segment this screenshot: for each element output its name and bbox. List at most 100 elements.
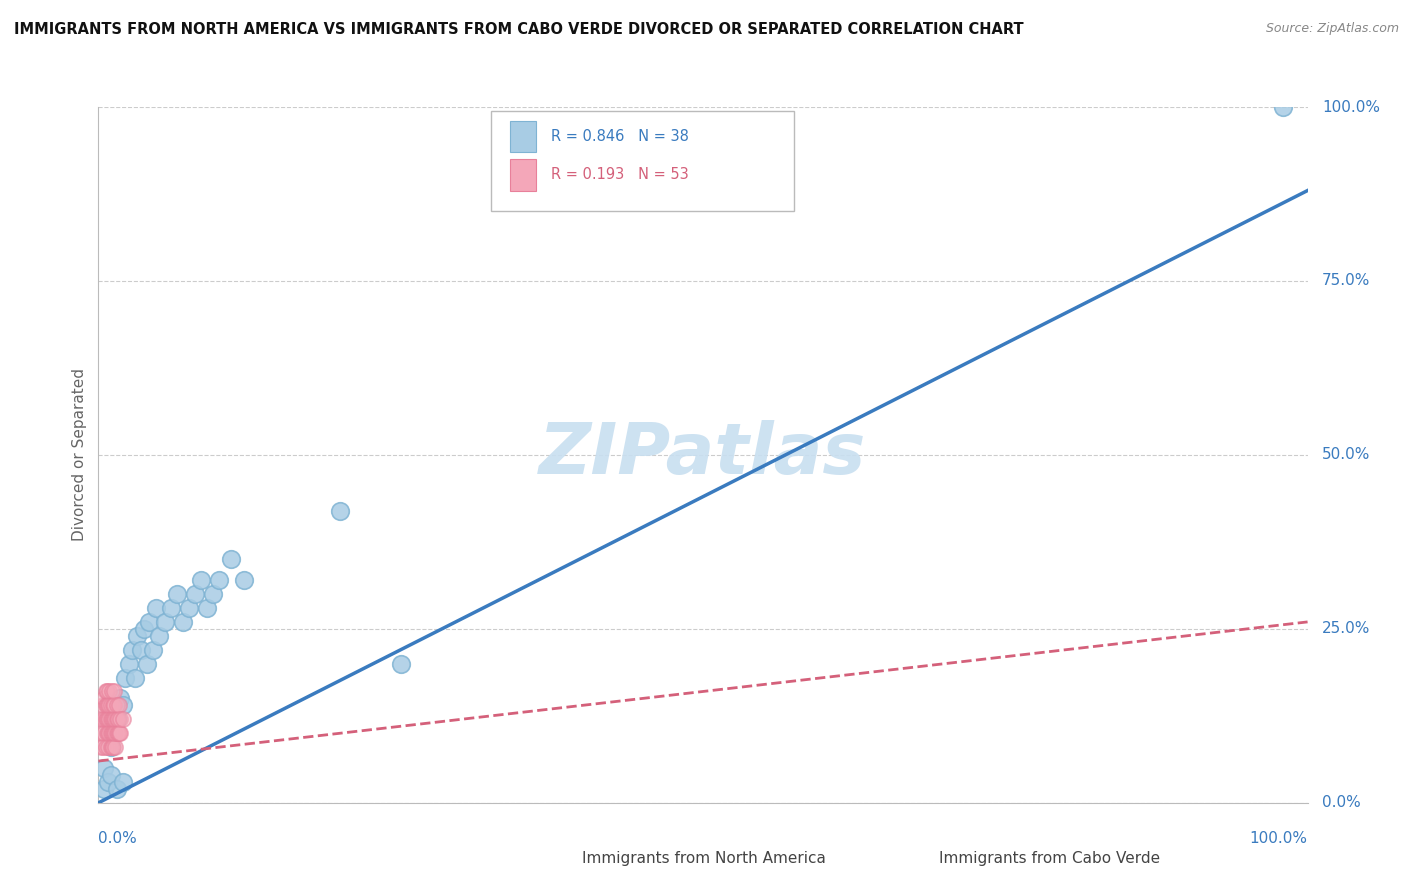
Point bbox=[103, 698, 125, 713]
Point bbox=[93, 761, 115, 775]
Point bbox=[111, 775, 134, 789]
Point bbox=[114, 671, 136, 685]
Text: ZIPatlas: ZIPatlas bbox=[540, 420, 866, 490]
Point bbox=[129, 642, 152, 657]
Point bbox=[329, 503, 352, 517]
Point bbox=[100, 726, 122, 740]
Point bbox=[97, 775, 120, 789]
Point bbox=[94, 740, 117, 755]
Point bbox=[103, 684, 125, 698]
Point bbox=[96, 698, 118, 713]
Point bbox=[138, 615, 160, 629]
Text: Source: ZipAtlas.com: Source: ZipAtlas.com bbox=[1265, 22, 1399, 36]
Point bbox=[100, 740, 122, 755]
Point bbox=[177, 601, 201, 615]
Point bbox=[94, 698, 117, 713]
Point bbox=[98, 698, 121, 713]
Text: 25.0%: 25.0% bbox=[1322, 622, 1371, 636]
Point bbox=[108, 726, 131, 740]
Point bbox=[98, 684, 121, 698]
Point bbox=[96, 684, 118, 698]
Point bbox=[108, 712, 131, 726]
Point bbox=[148, 629, 170, 643]
Text: 100.0%: 100.0% bbox=[1250, 830, 1308, 846]
Point bbox=[96, 712, 118, 726]
Text: R = 0.846   N = 38: R = 0.846 N = 38 bbox=[551, 129, 689, 145]
Point bbox=[91, 740, 114, 755]
Point bbox=[105, 712, 128, 726]
Point bbox=[104, 740, 127, 755]
Point bbox=[105, 712, 128, 726]
Point bbox=[97, 740, 120, 755]
Point bbox=[124, 671, 146, 685]
Point bbox=[104, 712, 127, 726]
Point bbox=[97, 698, 120, 713]
Point bbox=[105, 781, 128, 796]
Point bbox=[91, 726, 114, 740]
Point bbox=[100, 726, 122, 740]
Text: IMMIGRANTS FROM NORTH AMERICA VS IMMIGRANTS FROM CABO VERDE DIVORCED OR SEPARATE: IMMIGRANTS FROM NORTH AMERICA VS IMMIGRA… bbox=[14, 22, 1024, 37]
Point bbox=[111, 712, 134, 726]
Point bbox=[91, 698, 114, 713]
Point bbox=[107, 726, 129, 740]
Point bbox=[202, 587, 225, 601]
Point bbox=[100, 740, 122, 755]
Point bbox=[105, 698, 128, 713]
Point bbox=[101, 712, 124, 726]
Point bbox=[97, 712, 120, 726]
Point bbox=[142, 642, 165, 657]
Text: 0.0%: 0.0% bbox=[98, 830, 138, 846]
Point bbox=[1272, 100, 1295, 114]
Point bbox=[93, 712, 115, 726]
Point bbox=[101, 740, 124, 755]
Point bbox=[94, 684, 117, 698]
Point bbox=[232, 573, 254, 587]
Point bbox=[153, 615, 176, 629]
Point bbox=[100, 684, 122, 698]
Point bbox=[127, 629, 149, 643]
Text: 50.0%: 50.0% bbox=[1322, 448, 1371, 462]
Point bbox=[100, 698, 122, 713]
FancyBboxPatch shape bbox=[509, 159, 536, 191]
FancyBboxPatch shape bbox=[509, 121, 536, 153]
Point bbox=[221, 552, 243, 566]
Point bbox=[105, 726, 128, 740]
Point bbox=[91, 712, 114, 726]
Point bbox=[100, 740, 122, 755]
Point bbox=[145, 601, 167, 615]
Point bbox=[103, 712, 125, 726]
Point bbox=[96, 726, 118, 740]
Point bbox=[101, 726, 124, 740]
Point bbox=[108, 698, 131, 713]
Point bbox=[135, 657, 157, 671]
Point bbox=[184, 587, 207, 601]
Point bbox=[111, 698, 134, 713]
Point bbox=[103, 726, 125, 740]
Text: 100.0%: 100.0% bbox=[1322, 100, 1381, 114]
FancyBboxPatch shape bbox=[492, 111, 793, 211]
Point bbox=[100, 712, 122, 726]
Point bbox=[118, 657, 141, 671]
Point bbox=[98, 712, 121, 726]
Y-axis label: Divorced or Separated: Divorced or Separated bbox=[72, 368, 87, 541]
Point bbox=[104, 726, 127, 740]
Text: R = 0.193   N = 53: R = 0.193 N = 53 bbox=[551, 168, 689, 182]
Point bbox=[101, 726, 124, 740]
Point bbox=[195, 601, 218, 615]
Point bbox=[93, 781, 115, 796]
Point bbox=[166, 587, 188, 601]
Text: Immigrants from Cabo Verde: Immigrants from Cabo Verde bbox=[939, 851, 1160, 866]
FancyBboxPatch shape bbox=[540, 845, 574, 872]
Point bbox=[208, 573, 231, 587]
Point bbox=[100, 768, 122, 782]
Point bbox=[98, 726, 121, 740]
Text: 75.0%: 75.0% bbox=[1322, 274, 1371, 288]
Point bbox=[160, 601, 183, 615]
FancyBboxPatch shape bbox=[897, 845, 931, 872]
Point bbox=[172, 615, 194, 629]
Point bbox=[134, 622, 156, 636]
Point bbox=[108, 726, 131, 740]
Point bbox=[389, 657, 412, 671]
Point bbox=[190, 573, 212, 587]
Point bbox=[94, 712, 117, 726]
